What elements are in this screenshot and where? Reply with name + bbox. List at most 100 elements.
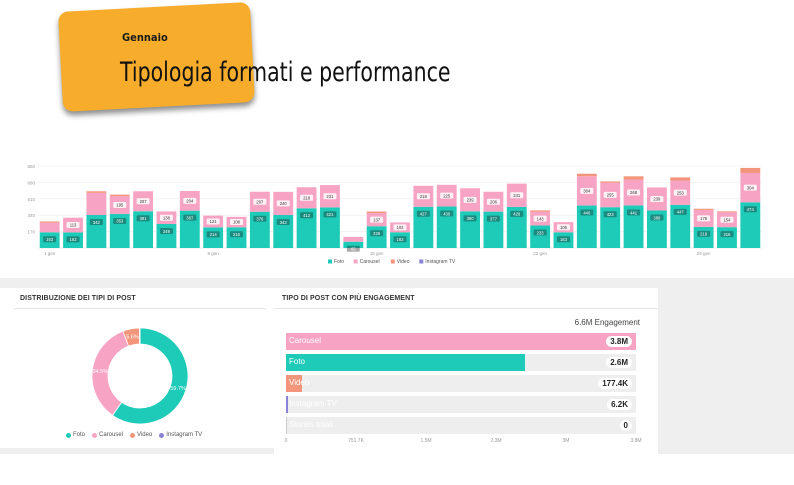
data-label-carousel: 204 (186, 199, 194, 204)
engagement-bar-label: Carousel (289, 336, 322, 345)
bar-foto (390, 232, 410, 248)
x-tick-label: 751.7K (348, 438, 364, 444)
data-label-bg (370, 216, 384, 223)
data-label-foto: 342 (93, 220, 101, 225)
bar-foto (623, 205, 644, 248)
bar-foto (109, 213, 130, 248)
data-label-bg (66, 222, 80, 229)
engagement-bar-row: Stories totali 0 (286, 417, 636, 434)
engagement-bar-value: 3.8M (606, 336, 632, 347)
bar-foto (320, 207, 340, 248)
data-label-bg (253, 215, 267, 222)
legend-item: Video (130, 432, 152, 438)
bar-video (693, 208, 714, 210)
bar-foto (366, 226, 387, 248)
engagement-bar-track (286, 396, 636, 413)
data-label-bg (346, 245, 360, 252)
engagement-bar-track (286, 417, 636, 434)
data-label-carousel: 218 (303, 195, 311, 200)
engagement-bar-fill (286, 417, 288, 434)
y-tick-label: 510 (27, 197, 35, 202)
data-label-foto: 219 (700, 232, 708, 237)
data-label-foto: 163 (397, 237, 405, 242)
bar-foto (133, 211, 154, 248)
data-label-bg (113, 202, 127, 209)
background-area (658, 288, 794, 454)
bar-video (39, 221, 60, 223)
data-label-bg (159, 227, 173, 234)
divider (274, 308, 658, 309)
engagement-bar-row: Instagram TV 6.2K (286, 396, 636, 413)
data-label-carousel: 206 (490, 199, 498, 204)
data-label-foto: 376 (256, 217, 264, 222)
legend-label: Instagram TV (425, 259, 456, 265)
engagement-bar-row: Carousel 3.8M (286, 333, 636, 350)
engagement-bar-fill (286, 375, 303, 392)
page-title: Tipologia formati e performance (120, 57, 451, 88)
data-label-bg (183, 197, 197, 204)
engagement-bar-row: Video 177.4K (286, 375, 636, 392)
data-label-bg (323, 193, 337, 200)
data-label-bg (136, 215, 150, 222)
data-label-carousel: 154 (723, 217, 731, 222)
data-label-carousel: 240 (280, 201, 288, 206)
y-tick-label: 850 (27, 164, 35, 169)
data-label-foto: 249 (163, 229, 171, 234)
data-label-bg (300, 212, 314, 219)
data-label-carousel: 121 (210, 219, 218, 224)
data-label-foto: 430 (443, 211, 451, 216)
x-tick-label: 15 gen (370, 251, 384, 256)
data-label-bg (393, 224, 407, 231)
data-label-foto: 163 (560, 237, 568, 242)
data-label-bg (603, 191, 617, 198)
data-label-bg (276, 219, 290, 226)
legend-item: Carousel (92, 432, 123, 438)
bar-foto (553, 232, 574, 248)
engagement-panel: TIPO DI POST CON PIÙ ENGAGEMENT 6.6M Eng… (274, 288, 658, 448)
donut-label: 59.7% (170, 386, 186, 392)
y-tick-label: 170 (27, 230, 35, 235)
engagement-bar-label: Stories totali (289, 420, 334, 429)
bar-foto (86, 215, 107, 248)
data-label-bg (510, 192, 524, 199)
data-label-bg (440, 192, 454, 199)
data-label-foto: 216 (723, 232, 731, 237)
data-label-bg (43, 236, 57, 243)
data-label-bg (673, 208, 687, 215)
bar-video (366, 211, 387, 213)
bar-foto (483, 211, 504, 248)
legend-swatch (390, 259, 395, 264)
data-label-bg (66, 236, 80, 243)
bar-foto (436, 206, 457, 248)
data-label-bg (370, 230, 384, 237)
data-label-foto: 342 (280, 220, 288, 225)
data-label-carousel: 176 (700, 216, 708, 221)
data-label-bg (533, 215, 547, 222)
data-label-bg (416, 210, 430, 217)
data-label-foto: 215 (233, 232, 241, 237)
legend-label: Instagram TV (166, 432, 203, 438)
bar-foto (179, 210, 200, 248)
data-label-bg (486, 215, 500, 222)
legend-dot (66, 432, 71, 438)
data-label-carousel: 268 (630, 190, 638, 195)
engagement-bar-fill (286, 354, 526, 371)
legend-label: Carousel (99, 432, 124, 438)
legend-label: Foto (334, 259, 344, 265)
data-label-bg (697, 215, 711, 222)
x-tick-label: 8 gen (208, 251, 220, 256)
data-label-bg (697, 230, 711, 237)
bar-foto (506, 206, 527, 248)
bar-foto (296, 208, 317, 248)
data-label-foto: 421 (326, 212, 334, 217)
data-label-carousel: 239 (467, 198, 475, 203)
x-tick-label: 29 gen (697, 251, 711, 256)
donut-chart: 59.7% 34.5% 5.6% (91, 327, 189, 425)
data-label-foto: 353 (116, 219, 124, 224)
bar-carousel (343, 236, 364, 242)
data-label-carousel: 304 (747, 185, 755, 190)
donut-slice-instagram-tv (138, 327, 141, 345)
x-tick-label: 22 gen (533, 251, 547, 256)
bar-foto (530, 225, 551, 248)
data-label-bg (89, 219, 103, 226)
